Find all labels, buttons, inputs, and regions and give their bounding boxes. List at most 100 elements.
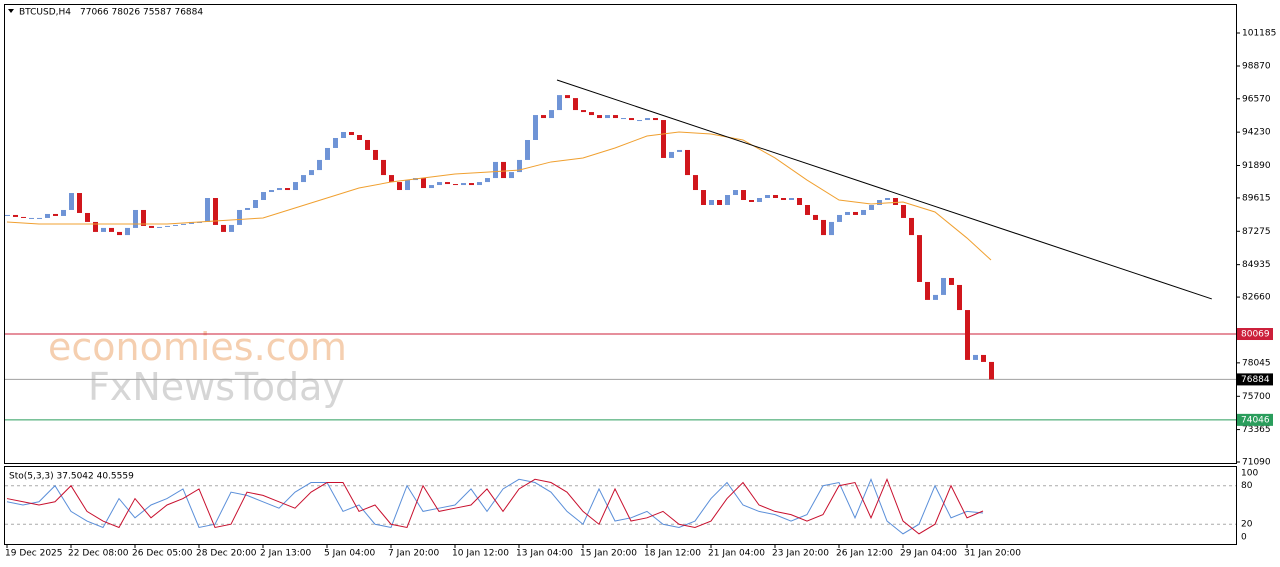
candle: [85, 212, 90, 222]
osc-tick-label: 0: [1241, 533, 1247, 543]
candle: [637, 120, 642, 122]
candle: [229, 224, 234, 232]
candle: [941, 277, 946, 295]
candle: [261, 192, 266, 201]
candle: [701, 190, 706, 205]
candle: [845, 211, 850, 215]
candle: [717, 200, 722, 205]
candle: [269, 190, 274, 193]
x-tick-label: 28 Dec 20:00: [196, 549, 257, 559]
menu-arrow[interactable]: [8, 9, 14, 13]
candle: [765, 195, 770, 199]
candle: [653, 118, 658, 121]
candle: [533, 115, 538, 140]
candle: [485, 178, 490, 183]
x-tick-label: 10 Jan 12:00: [452, 549, 509, 559]
candle: [949, 277, 954, 285]
candle: [125, 227, 130, 236]
candle: [725, 195, 730, 205]
y-tick-label: 73365: [1242, 425, 1271, 435]
candle: [885, 198, 890, 201]
candle: [853, 211, 858, 215]
candle: [317, 159, 322, 171]
candle: [677, 149, 682, 152]
candle: [157, 226, 162, 228]
candle: [741, 190, 746, 201]
candle: [245, 207, 250, 210]
candle: [509, 172, 514, 179]
candle: [685, 149, 690, 176]
candle: [861, 209, 866, 215]
candle: [477, 182, 482, 186]
candle: [69, 193, 74, 210]
y-tick-label: 75700: [1242, 392, 1271, 402]
x-tick-label: 23 Jan 20:00: [772, 549, 829, 559]
candle: [621, 118, 626, 120]
candle: [901, 204, 906, 218]
candle: [925, 281, 930, 300]
candle: [453, 184, 458, 186]
candle: [493, 161, 498, 179]
candle: [93, 221, 98, 232]
watermark: economies.com: [48, 325, 347, 369]
candle: [213, 198, 218, 225]
y-tick-label: 71090: [1242, 458, 1271, 468]
candle: [965, 310, 970, 360]
level-label-bg: [1237, 373, 1273, 386]
candle: [541, 115, 546, 119]
candle: [829, 221, 834, 236]
candle: [29, 217, 34, 219]
candle: [501, 161, 506, 179]
level-label: 74046: [1241, 415, 1270, 425]
candle: [437, 182, 442, 186]
candle: [253, 200, 258, 208]
x-tick-label: 15 Jan 20:00: [580, 549, 637, 559]
candle: [613, 115, 618, 119]
candle: [445, 182, 450, 185]
osc-tick-label: 100: [1241, 468, 1258, 478]
candle: [37, 217, 42, 219]
x-tick-label: 7 Jan 20:00: [388, 549, 440, 559]
candle: [197, 221, 202, 223]
candle: [469, 183, 474, 186]
level-label: 80069: [1241, 330, 1270, 340]
y-tick-label: 91890: [1242, 161, 1271, 171]
x-tick-label: 26 Jan 12:00: [836, 549, 893, 559]
candle: [749, 200, 754, 202]
candle: [405, 180, 410, 191]
main-frame: [4, 4, 1237, 464]
candle: [797, 198, 802, 205]
x-tick-label: 5 Jan 04:00: [324, 549, 376, 559]
candle: [173, 224, 178, 226]
x-tick-label: 26 Dec 05:00: [132, 549, 193, 559]
candle: [645, 118, 650, 121]
candle: [517, 159, 522, 173]
candle: [333, 137, 338, 148]
candle: [101, 227, 106, 232]
candle: [629, 118, 634, 121]
candle: [909, 217, 914, 236]
candle: [781, 198, 786, 201]
y-tick-label: 89615: [1242, 193, 1271, 203]
symbol: BTCUSD,H4: [19, 8, 71, 18]
candle: [989, 361, 994, 380]
candle: [77, 193, 82, 213]
candle: [373, 149, 378, 160]
candle: [661, 120, 666, 158]
y-tick-label: 96570: [1242, 94, 1271, 104]
candle: [325, 147, 330, 160]
x-tick-label: 21 Jan 04:00: [708, 549, 765, 559]
candle: [789, 198, 794, 201]
candle: [669, 151, 674, 158]
candle: [117, 231, 122, 236]
oscillator-frame: [4, 466, 1237, 545]
candle: [693, 175, 698, 191]
candle: [237, 209, 242, 225]
candle: [461, 183, 466, 186]
osc-tick-label: 80: [1241, 481, 1253, 491]
candle: [341, 132, 346, 138]
candle: [149, 225, 154, 228]
candle: [389, 175, 394, 183]
stochastic-line: [6, 477, 984, 535]
x-tick-label: 22 Dec 08:00: [68, 549, 129, 559]
